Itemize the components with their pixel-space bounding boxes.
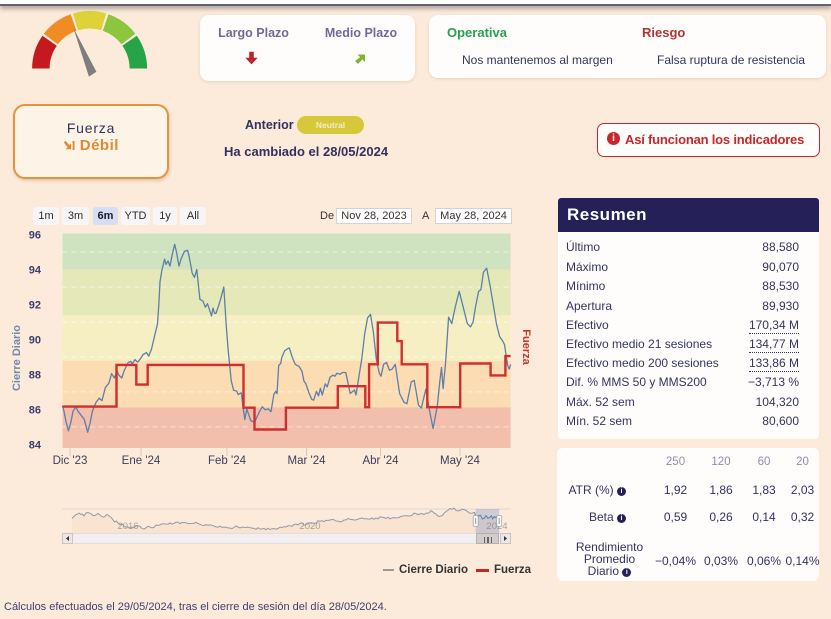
svg-text:May '24: May '24 — [440, 455, 481, 467]
svg-text:86: 86 — [29, 404, 41, 416]
svg-text:Feb '24: Feb '24 — [208, 455, 247, 467]
svg-text:2020: 2020 — [299, 521, 320, 532]
svg-text:Cierre Diario: Cierre Diario — [11, 325, 23, 391]
svg-text:92: 92 — [29, 300, 41, 312]
svg-text:96: 96 — [29, 230, 41, 242]
svg-text:Dic '23: Dic '23 — [53, 455, 88, 467]
svg-text:Ene '24: Ene '24 — [122, 455, 161, 467]
svg-text:Fuerza: Fuerza — [520, 329, 532, 365]
svg-text:90: 90 — [29, 335, 41, 347]
svg-text:Mar '24: Mar '24 — [288, 455, 327, 467]
svg-text:88: 88 — [29, 369, 41, 381]
svg-text:94: 94 — [29, 265, 42, 277]
svg-text:Abr '24: Abr '24 — [362, 455, 399, 467]
svg-text:84: 84 — [29, 439, 42, 451]
